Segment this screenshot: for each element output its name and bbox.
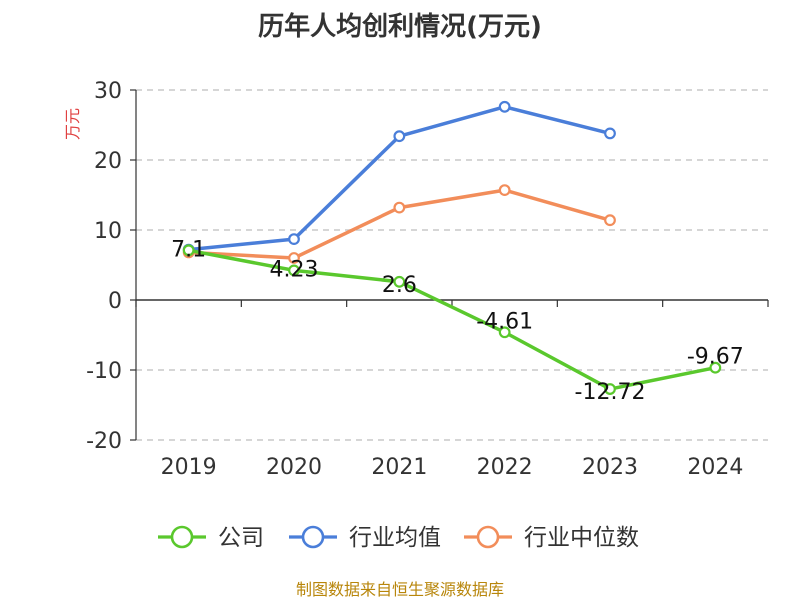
data-point <box>498 184 511 197</box>
y-tick-label: 30 <box>94 79 122 104</box>
x-tick-label: 2024 <box>687 455 743 480</box>
x-tick-label: 2021 <box>371 455 427 480</box>
y-tick-label: -10 <box>86 359 122 384</box>
y-tick-label: 20 <box>94 149 122 174</box>
series-layer <box>182 100 722 395</box>
x-tick-label: 2023 <box>582 455 638 480</box>
data-point <box>604 127 616 140</box>
grid-layer <box>136 89 768 441</box>
x-tick-label: 2020 <box>266 455 322 480</box>
legend-label: 行业均值 <box>349 525 441 551</box>
legend-label: 行业中位数 <box>524 525 639 551</box>
data-point <box>393 275 406 288</box>
series-line <box>186 248 718 391</box>
data-point <box>393 130 406 143</box>
legend-label: 公司 <box>218 525 264 551</box>
data-label: 7.1 <box>171 237 206 262</box>
x-tick-label: 2022 <box>477 455 533 480</box>
legend-item[interactable]: 行业中位数 <box>464 525 639 551</box>
y-tick-label: -20 <box>86 429 122 454</box>
data-point <box>604 214 616 227</box>
data-point <box>709 361 722 374</box>
y-tick-label: 0 <box>108 289 122 314</box>
y-tick-label: 10 <box>94 219 122 244</box>
data-point <box>498 326 511 339</box>
data-point <box>288 252 300 264</box>
y-axis-label: 万元 <box>63 108 82 140</box>
data-point <box>604 383 616 395</box>
legend-marker <box>170 525 194 549</box>
legend: 公司 行业均值 行业中位数 <box>158 525 639 551</box>
legend-item[interactable]: 公司 <box>158 525 264 551</box>
series-line <box>186 188 612 260</box>
legend-marker <box>476 525 500 549</box>
data-point <box>182 244 195 257</box>
legend-item[interactable]: 行业均值 <box>289 525 441 551</box>
x-tick-label: 2019 <box>161 455 217 480</box>
data-point <box>498 100 511 113</box>
data-source-note: 制图数据来自恒生聚源数据库 <box>296 580 504 599</box>
data-label: 2.6 <box>382 273 417 298</box>
data-label: -12.72 <box>575 380 646 405</box>
data-point <box>288 264 300 277</box>
axis-layer: 30 20 10 0 -10 -20 2019 2020 2021 2022 2023 2024 <box>86 79 769 480</box>
legend-marker <box>301 525 325 549</box>
data-label: -4.61 <box>476 309 533 334</box>
data-label: 4.23 <box>270 257 319 282</box>
data-label: -9.67 <box>687 345 744 370</box>
data-point <box>288 233 300 246</box>
data-point <box>393 201 406 214</box>
series-line <box>186 105 612 252</box>
data-label-layer: 7.1 4.23 2.6 -4.61 -12.72 -9.67 <box>171 237 744 405</box>
chart-title: 历年人均创利情况(万元) <box>258 11 542 42</box>
